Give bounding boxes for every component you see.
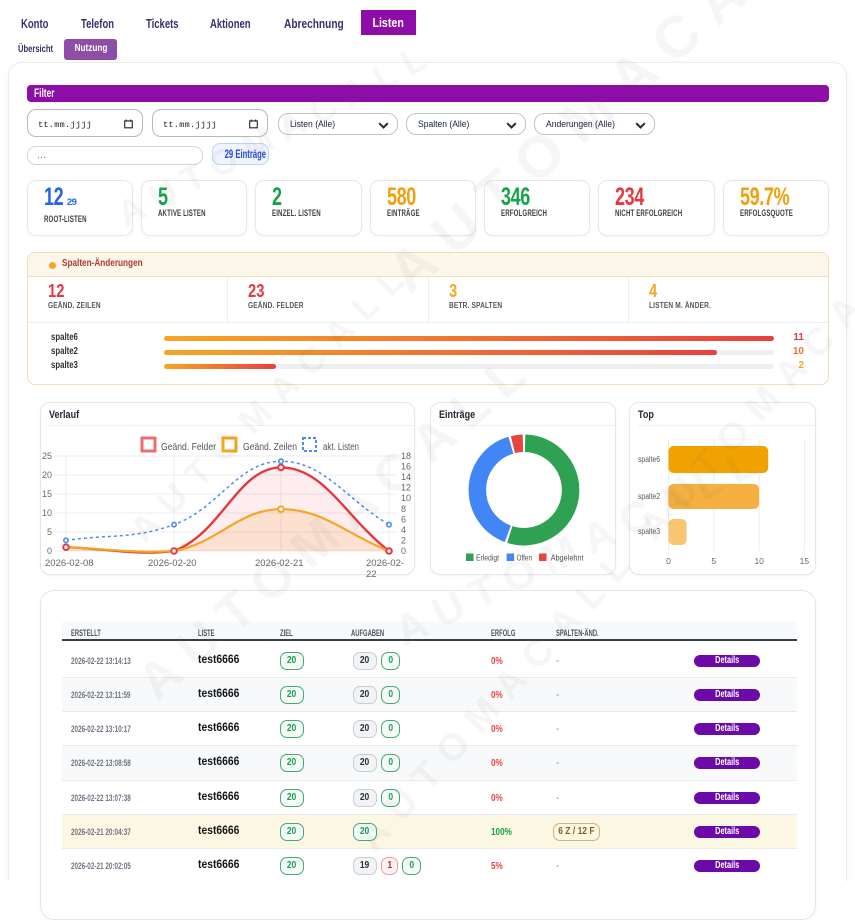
svg-text:18: 18 [401, 451, 411, 461]
svg-text:Geänd. Felder: Geänd. Felder [161, 442, 217, 453]
svg-text:spalte3: spalte3 [638, 527, 660, 536]
svg-text:6: 6 [401, 514, 406, 524]
svg-text:Geänd. Zeilen: Geänd. Zeilen [243, 442, 297, 453]
svg-text:2: 2 [401, 535, 406, 545]
svg-text:5: 5 [47, 527, 52, 537]
svg-text:20: 20 [42, 470, 52, 480]
svg-text:10: 10 [754, 556, 764, 566]
svg-text:Offen: Offen [517, 553, 533, 563]
svg-text:0: 0 [401, 546, 406, 556]
svg-text:10: 10 [401, 493, 411, 503]
svg-text:16: 16 [401, 462, 411, 472]
svg-text:0: 0 [47, 546, 52, 556]
svg-text:akt. Listen: akt. Listen [323, 442, 359, 453]
svg-text:spalte2: spalte2 [638, 492, 660, 501]
svg-text:spalte6: spalte6 [638, 455, 660, 464]
svg-text:8: 8 [401, 504, 406, 514]
svg-text:Abgelehnt: Abgelehnt [551, 553, 585, 563]
svg-text:10: 10 [42, 508, 52, 518]
svg-text:12: 12 [401, 483, 411, 493]
svg-text:25: 25 [42, 451, 52, 461]
svg-text:4: 4 [401, 525, 406, 535]
svg-text:15: 15 [42, 489, 52, 499]
svg-text:5: 5 [711, 556, 716, 566]
svg-text:0: 0 [666, 556, 671, 566]
svg-text:14: 14 [401, 472, 411, 482]
svg-text:Erledigt: Erledigt [476, 553, 500, 563]
svg-text:15: 15 [800, 556, 810, 566]
